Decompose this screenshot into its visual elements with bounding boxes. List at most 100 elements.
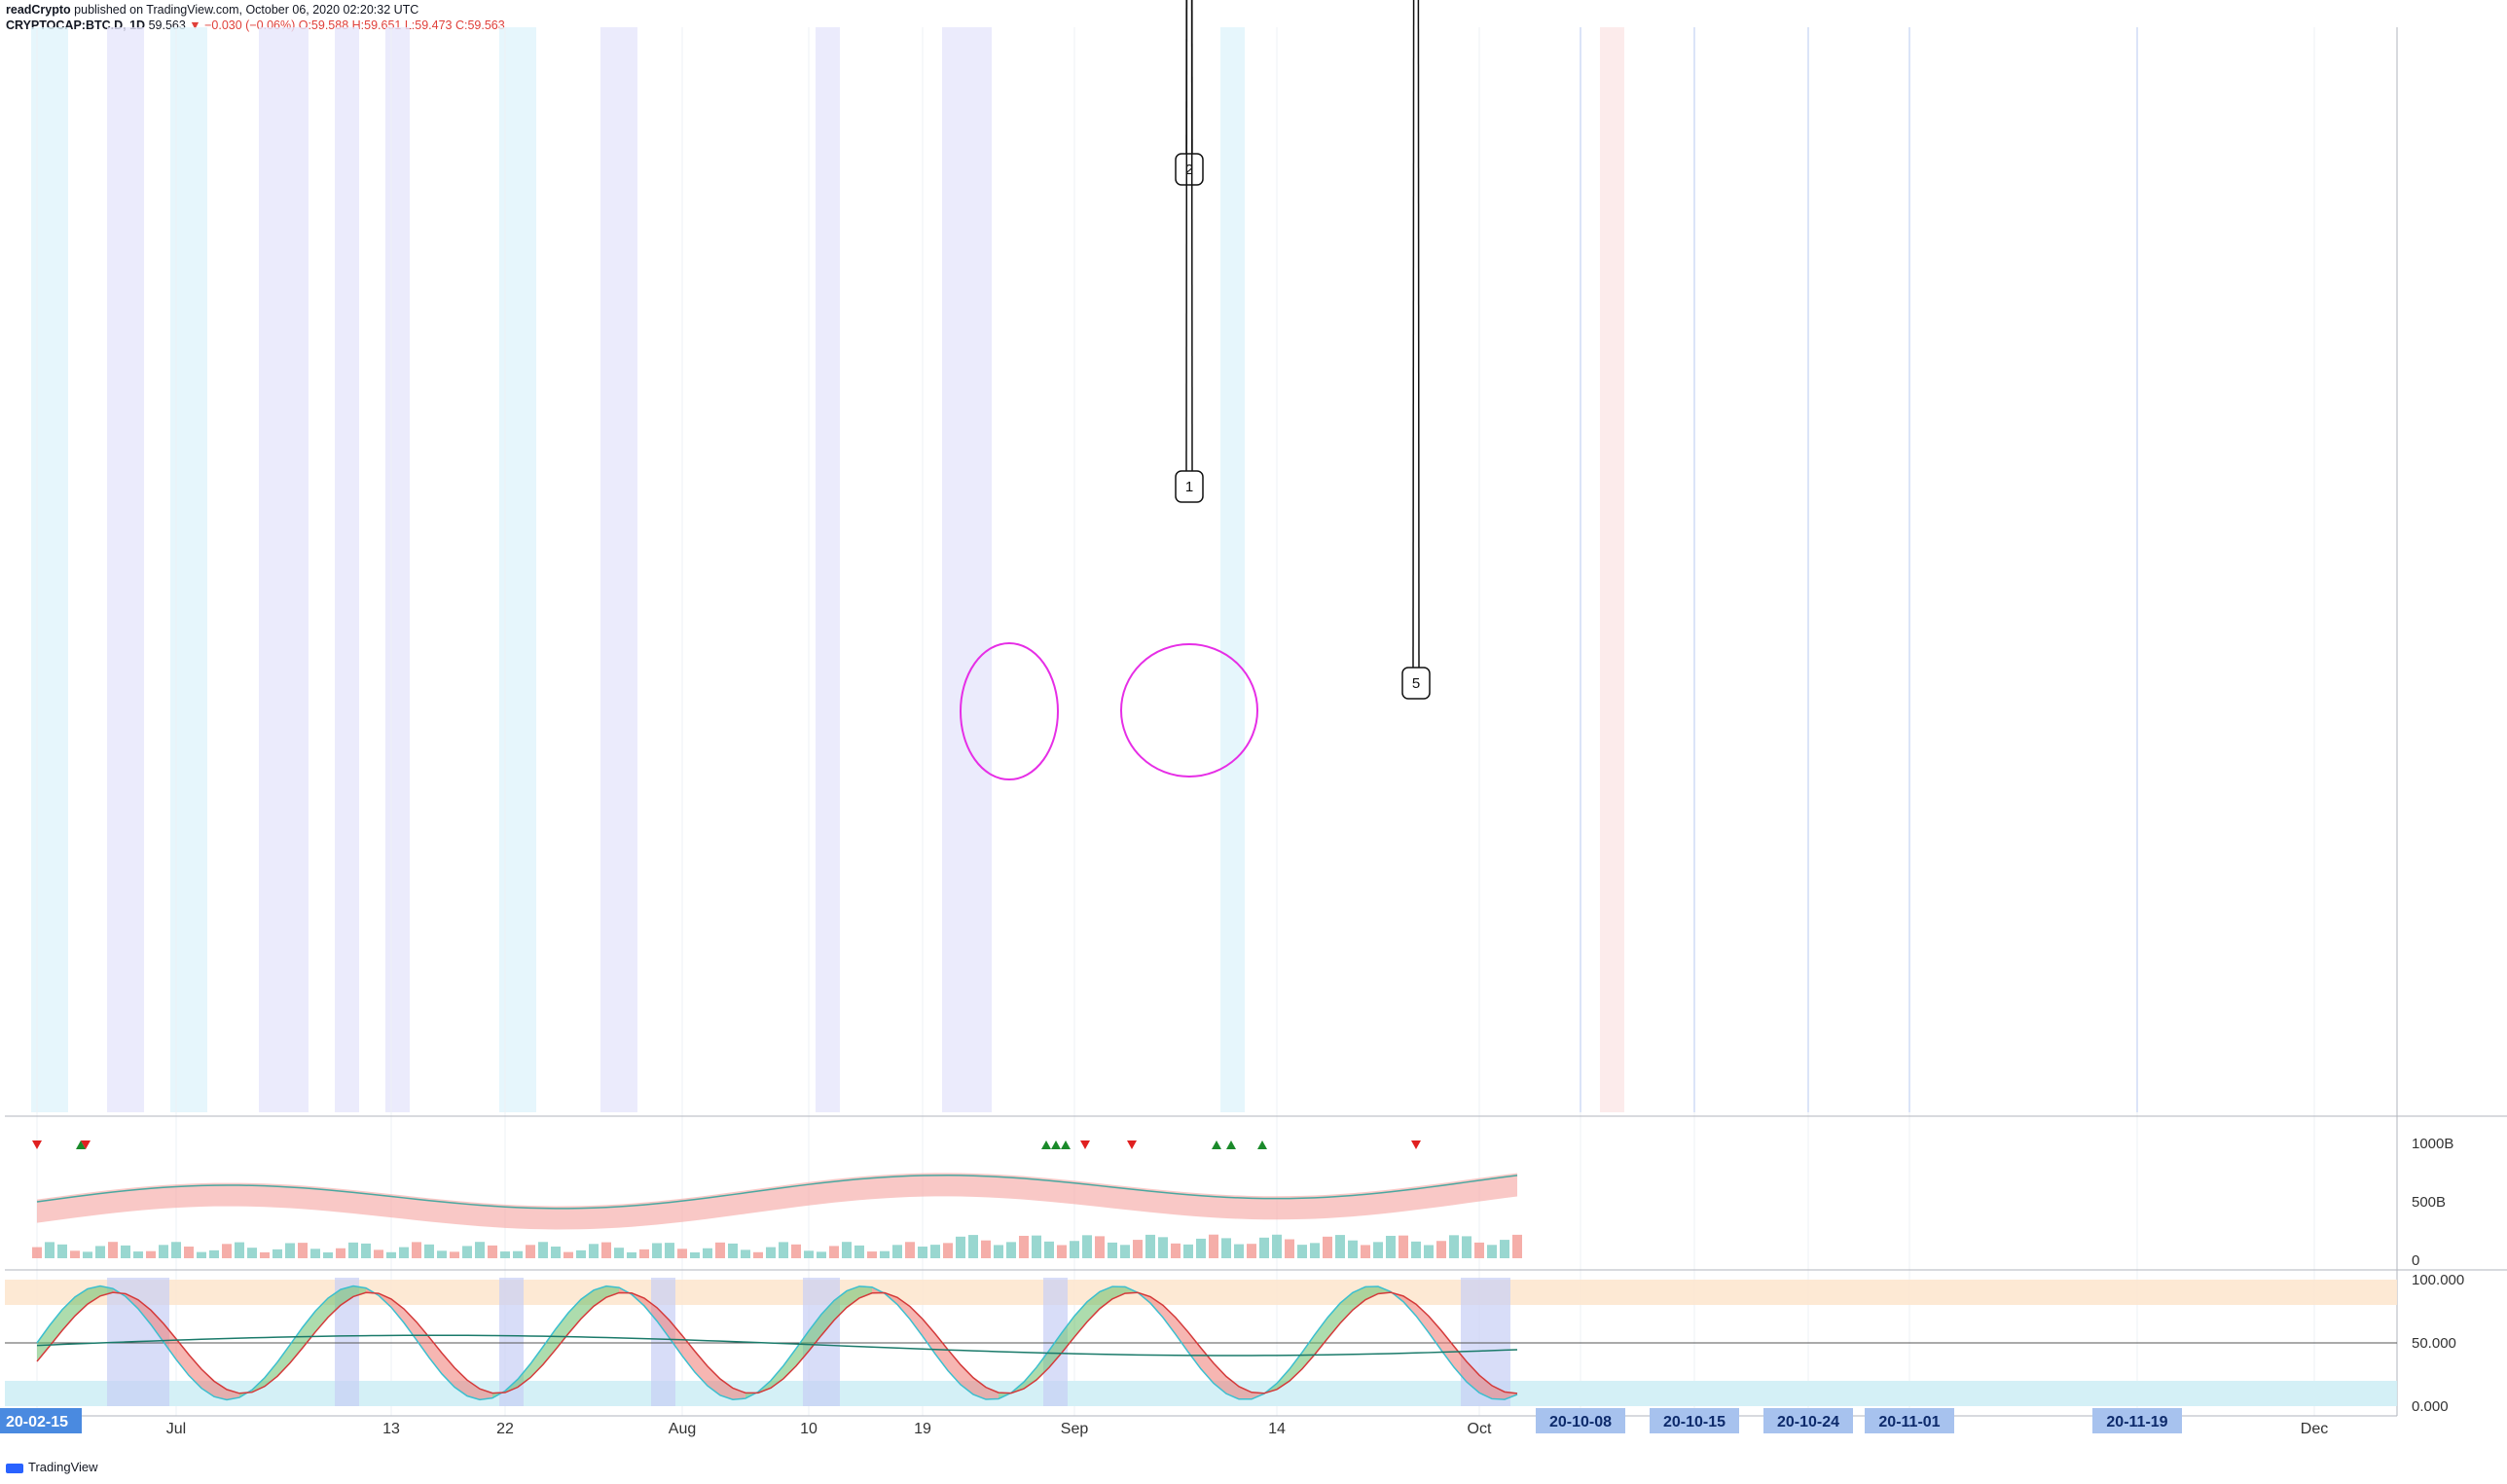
oscillator-fill [1087,1291,1100,1322]
volume-tick-label: 0 [2412,1252,2419,1269]
oscillator-fill [657,1307,670,1339]
oscillator-fill [1074,1301,1087,1337]
volume-bar [1082,1235,1092,1258]
oscillator-fill [315,1298,328,1332]
volume-bar [690,1251,700,1258]
time-tick-label: 10 [800,1421,818,1437]
oscillator-fill [1315,1318,1327,1355]
volume-bar [1247,1244,1256,1258]
oscillator-fill [1302,1334,1315,1369]
callout-pointer [1190,0,1193,472]
volume-bar [1436,1241,1446,1258]
volume-signal-icon [81,1140,91,1149]
date-tag-bg [1865,1408,1954,1433]
publish-info: published on TradingView.com, October 06… [74,3,419,17]
volume-bar [361,1243,371,1258]
volume-bar [1512,1234,1522,1258]
volume-bar [83,1251,92,1258]
volume-bar [703,1248,712,1258]
oscillator-fill [1429,1316,1441,1351]
volume-signal-icon [32,1140,42,1149]
oscillator-fill [796,1330,809,1366]
oscillator-fill [973,1377,986,1400]
oscillator-fill [720,1379,733,1400]
overbought-zone [5,1280,2397,1305]
oscillator-fill [417,1321,429,1358]
callout-label: 2 [1185,162,1193,178]
volume-bar [1361,1245,1370,1258]
volume-bar [1209,1234,1218,1258]
oscillator-fill [518,1363,530,1388]
volume-bar [1285,1239,1294,1258]
volume-bar [1145,1234,1155,1258]
volume-bar [766,1247,776,1258]
volume-tick-label: 500B [2412,1194,2446,1211]
oscillator-fill [1327,1303,1340,1339]
volume-bar [576,1249,586,1258]
volume-bar [336,1248,345,1258]
oscillator-fill [37,1325,50,1362]
callout-box [1175,470,1204,503]
highlight-band [600,27,637,1112]
brand-label[interactable]: TradingView [28,1460,98,1474]
oscillator-fill [935,1333,948,1371]
oscillator-fill [1163,1305,1176,1335]
callout-label: 5 [1412,675,1420,692]
volume-bar [488,1245,497,1258]
date-tag-bg [0,1408,82,1433]
volume-bar [968,1235,978,1258]
volume-bar [95,1246,105,1258]
callout-box [1175,153,1204,186]
volume-bar [1133,1240,1143,1258]
date-tag-label: 20-11-19 [2106,1414,2167,1430]
oscillator-fill [910,1306,923,1337]
oscillator-fill [290,1326,303,1363]
volume-bar [1424,1245,1434,1258]
highlight-band [335,27,359,1112]
volume-bar [601,1242,611,1258]
volume-bar [1487,1245,1497,1258]
oscillator-fill [391,1298,404,1323]
volume-bar [1310,1243,1320,1258]
volume-bar [639,1249,649,1258]
volume-bar [462,1246,472,1258]
oscillator-fill [1201,1348,1214,1384]
date-tag-label: 20-10-24 [1777,1414,1839,1430]
oscillator-fill [606,1285,619,1298]
oscillator-fill [1492,1385,1505,1400]
oscillator-fill [1239,1386,1252,1399]
callout-pointer [1185,0,1188,472]
oscillator-tick-label: 100.000 [2412,1272,2464,1288]
oscillator-fill [1150,1296,1163,1318]
date-tag-label: 20-11-01 [1878,1414,1940,1430]
volume-bar [1323,1236,1332,1258]
oscillator-fill [277,1344,290,1377]
volume-bar [348,1242,358,1258]
volume-bar [1234,1244,1244,1258]
oscillator-avg-line [36,1334,1518,1357]
volume-bar [905,1242,915,1258]
volume-bar [779,1242,788,1258]
volume-bar [1120,1245,1130,1258]
highlight-circle [1120,643,1258,778]
volume-bar [108,1242,118,1258]
volume-signal-icon [1212,1140,1221,1149]
volume-bar [1297,1245,1307,1258]
volume-signal-icon [1051,1140,1061,1149]
volume-bar [121,1245,130,1258]
volume-bar [1108,1242,1117,1258]
oscillator-fill [1176,1317,1188,1353]
oscillator-fill [530,1346,543,1378]
volume-signal-icon [1041,1140,1051,1149]
volume-tick-label: 1000B [2412,1136,2453,1152]
volume-bar [235,1242,244,1258]
oscillator-fill [265,1361,277,1387]
volume-bar [994,1245,1003,1258]
volume-bar [424,1244,434,1258]
oscillator-fill [556,1312,568,1350]
volume-bar [715,1242,725,1258]
volume-bar [159,1245,168,1258]
volume-bar [652,1243,662,1258]
author-name[interactable]: readCrypto [6,3,71,17]
